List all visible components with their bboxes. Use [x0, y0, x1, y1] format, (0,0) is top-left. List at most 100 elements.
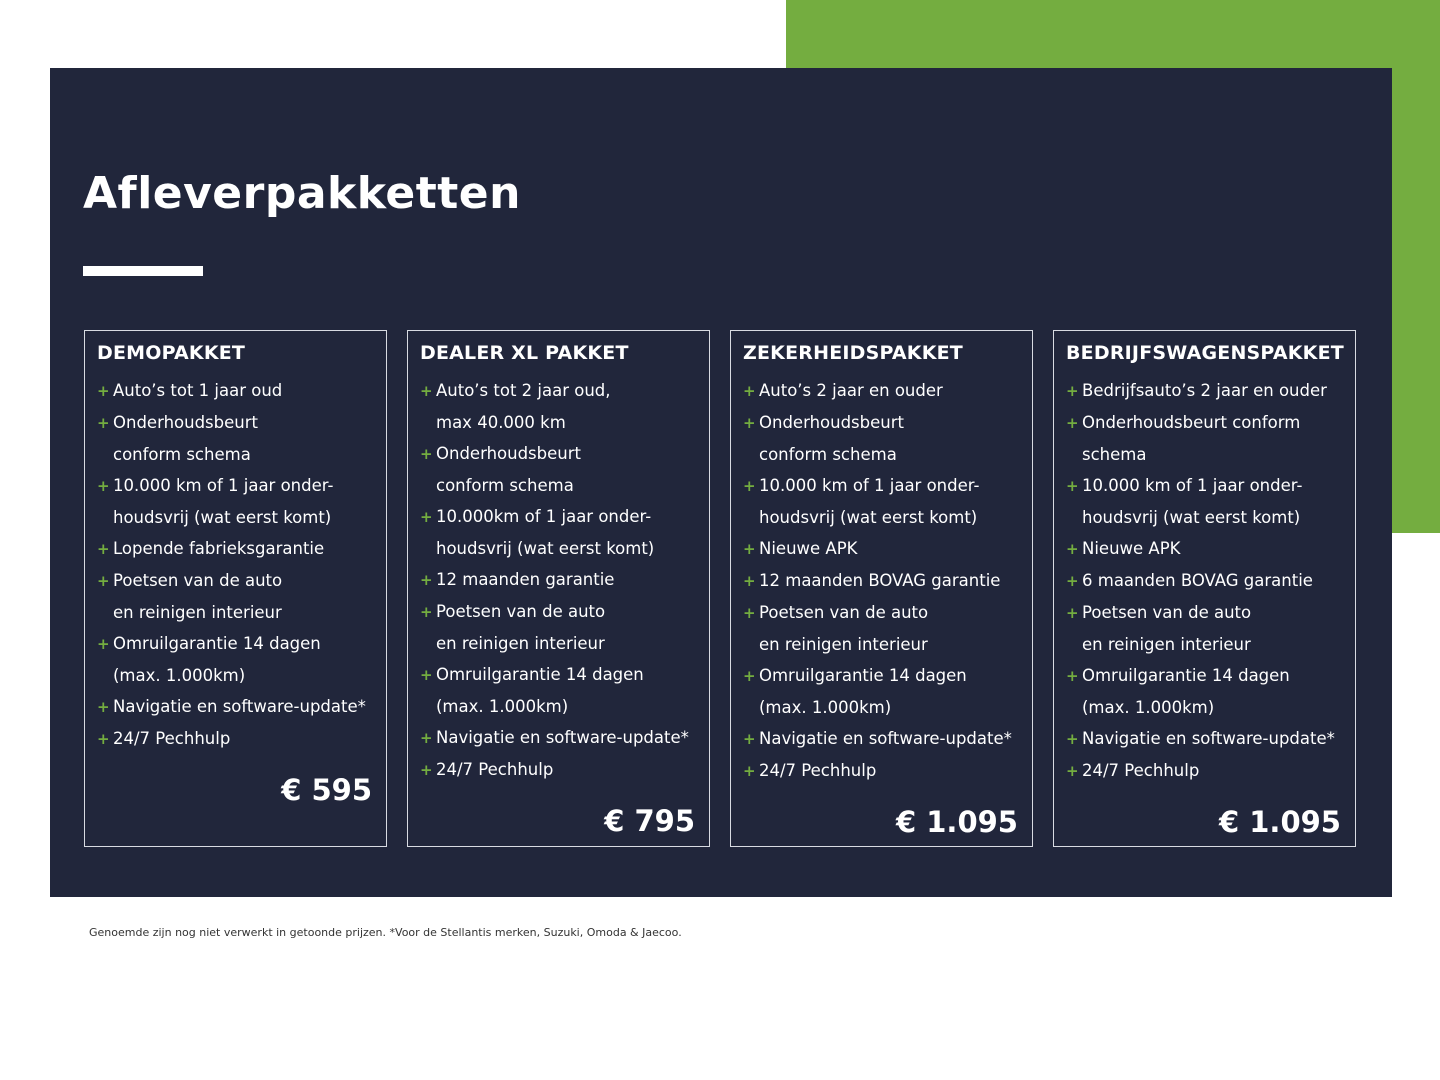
package-feature: +24/7 Pechhulp — [420, 754, 697, 786]
plus-icon: + — [743, 667, 756, 685]
plus-icon: + — [1066, 540, 1079, 558]
plus-icon: + — [1066, 477, 1079, 495]
feature-text: en reinigen interieur — [113, 603, 282, 622]
plus-icon: + — [420, 508, 433, 526]
plus-icon: + — [97, 730, 110, 748]
package-feature: + Bedrijfsauto’s 2 jaar en ouder — [1066, 375, 1343, 407]
plus-icon: + — [1066, 667, 1079, 685]
footnote: Genoemde zijn nog niet verwerkt in getoo… — [89, 926, 682, 939]
feature-text: conform schema — [113, 445, 251, 464]
package-feature: + Nieuwe APK — [743, 533, 1020, 565]
plus-icon: + — [97, 635, 110, 653]
package-feature: +10.000 km of 1 jaar onder-houdsvrij (wa… — [1066, 470, 1343, 533]
feature-text: Navigatie en software-update* — [1082, 729, 1335, 748]
plus-icon: + — [743, 572, 756, 590]
package-price: € 795 — [604, 804, 695, 838]
feature-text: 12 maanden BOVAG garantie — [759, 571, 1001, 590]
package-card: DEALER XL PAKKET + Auto’s tot 2 jaar oud, m… — [407, 330, 710, 847]
plus-icon: + — [1066, 730, 1079, 748]
plus-icon: + — [420, 761, 433, 779]
feature-text: houdsvrij (wat eerst komt) — [759, 508, 978, 527]
package-feature: + Omruilgarantie 14 dagen (max. 1.000km) — [97, 628, 374, 691]
package-name: DEALER XL PAKKET — [420, 342, 629, 364]
feature-text: Navigatie en software-update* — [759, 729, 1012, 748]
feature-text: en reinigen interieur — [759, 635, 928, 654]
package-feature: + Omruilgarantie 14 dagen (max. 1.000km) — [743, 660, 1020, 723]
feature-text: Bedrijfsauto’s 2 jaar en ouder — [1082, 381, 1327, 400]
package-card: BEDRIJFSWAGENSPAKKET + Bedrijfsauto’s 2 ja… — [1053, 330, 1356, 847]
feature-text: 24/7 Pechhulp — [759, 761, 877, 780]
feature-text: Auto’s tot 1 jaar oud — [113, 381, 283, 400]
package-feature: + Poetsen van de auto en reinigen interieu… — [97, 565, 374, 628]
package-feature: + Navigatie en software-update* — [1066, 723, 1343, 755]
plus-icon: + — [743, 730, 756, 748]
feature-text: Poetsen van de auto — [1082, 603, 1252, 622]
plus-icon: + — [743, 540, 756, 558]
plus-icon: + — [743, 382, 756, 400]
plus-icon: + — [420, 603, 433, 621]
feature-text: Navigatie en software-update* — [436, 728, 689, 747]
plus-icon: + — [743, 414, 756, 432]
feature-text: (max. 1.000km) — [759, 698, 892, 717]
package-feature: + Navigatie en software-update* — [420, 722, 697, 754]
plus-icon: + — [420, 445, 433, 463]
feature-text: conform schema — [436, 476, 574, 495]
feature-text: (max. 1.000km) — [113, 666, 246, 685]
plus-icon: + — [1066, 382, 1079, 400]
feature-text: schema — [1082, 445, 1147, 464]
plus-icon: + — [743, 477, 756, 495]
feature-text: (max. 1.000km) — [1082, 698, 1215, 717]
package-feature: +12 maanden garantie — [420, 564, 697, 596]
package-feature: + Lopende fabrieksgarantie — [97, 533, 374, 565]
plus-icon: + — [1066, 762, 1079, 780]
package-feature: + Nieuwe APK — [1066, 533, 1343, 565]
package-card: ZEKERHEIDSPAKKET + Auto’s 2 jaar en ouder +… — [730, 330, 1033, 847]
feature-text: Poetsen van de auto — [436, 602, 606, 621]
feature-text: Nieuwe APK — [1082, 539, 1181, 558]
feature-text: (max. 1.000km) — [436, 697, 569, 716]
package-feature: +24/7 Pechhulp — [97, 723, 374, 755]
package-feature: + Auto’s 2 jaar en ouder — [743, 375, 1020, 407]
feature-text: Lopende fabrieksgarantie — [113, 539, 325, 558]
package-feature: + Auto’s tot 2 jaar oud, max 40.000 km — [420, 375, 697, 438]
plus-icon: + — [420, 729, 433, 747]
feature-text: 10.000km of 1 jaar onder- — [436, 507, 652, 526]
package-feature: + Poetsen van de auto en reinigen interieu… — [1066, 597, 1343, 660]
feature-text: 24/7 Pechhulp — [1082, 761, 1200, 780]
feature-text: 24/7 Pechhulp — [436, 760, 554, 779]
package-feature: +10.000 km of 1 jaar onder-houdsvrij (wa… — [97, 470, 374, 533]
feature-text: max 40.000 km — [436, 413, 566, 432]
plus-icon: + — [97, 698, 110, 716]
feature-text: 24/7 Pechhulp — [113, 729, 231, 748]
package-feature: + Omruilgarantie 14 dagen (max. 1.000km) — [1066, 660, 1343, 723]
package-feature: + Poetsen van de auto en reinigen interieu… — [420, 596, 697, 659]
package-feature: +10.000km of 1 jaar onder-houdsvrij (wat… — [420, 501, 697, 564]
plus-icon: + — [97, 572, 110, 590]
package-feature: + Poetsen van de auto en reinigen interieu… — [743, 597, 1020, 660]
package-feature: + Onderhoudsbeurt conform schema — [743, 407, 1020, 470]
feature-text: 10.000 km of 1 jaar onder- — [1082, 476, 1303, 495]
package-card: DEMOPAKKET + Auto’s tot 1 jaar oud + Onderho… — [84, 330, 387, 847]
feature-text: Auto’s tot 2 jaar oud, — [436, 381, 611, 400]
feature-text: 6 maanden BOVAG garantie — [1082, 571, 1313, 590]
package-feature: + Navigatie en software-update* — [97, 691, 374, 723]
package-feature: + Omruilgarantie 14 dagen (max. 1.000km) — [420, 659, 697, 722]
feature-text: Omruilgarantie 14 dagen — [1082, 666, 1290, 685]
plus-icon: + — [1066, 604, 1079, 622]
feature-text: en reinigen interieur — [436, 634, 605, 653]
package-price: € 1.095 — [1218, 805, 1341, 839]
packages-panel — [50, 68, 1392, 897]
plus-icon: + — [1066, 572, 1079, 590]
package-price: € 1.095 — [895, 805, 1018, 839]
feature-text: 10.000 km of 1 jaar onder- — [113, 476, 334, 495]
feature-text: conform schema — [759, 445, 897, 464]
page-title: Afleverpakketten — [83, 168, 521, 219]
feature-text: Onderhoudsbeurt — [759, 413, 904, 432]
feature-text: houdsvrij (wat eerst komt) — [436, 539, 655, 558]
package-feature: +10.000 km of 1 jaar onder-houdsvrij (wa… — [743, 470, 1020, 533]
package-feature: + Onderhoudsbeurt conform schema — [420, 438, 697, 501]
plus-icon: + — [420, 571, 433, 589]
plus-icon: + — [1066, 414, 1079, 432]
feature-text: Onderhoudsbeurt — [113, 413, 258, 432]
plus-icon: + — [743, 604, 756, 622]
